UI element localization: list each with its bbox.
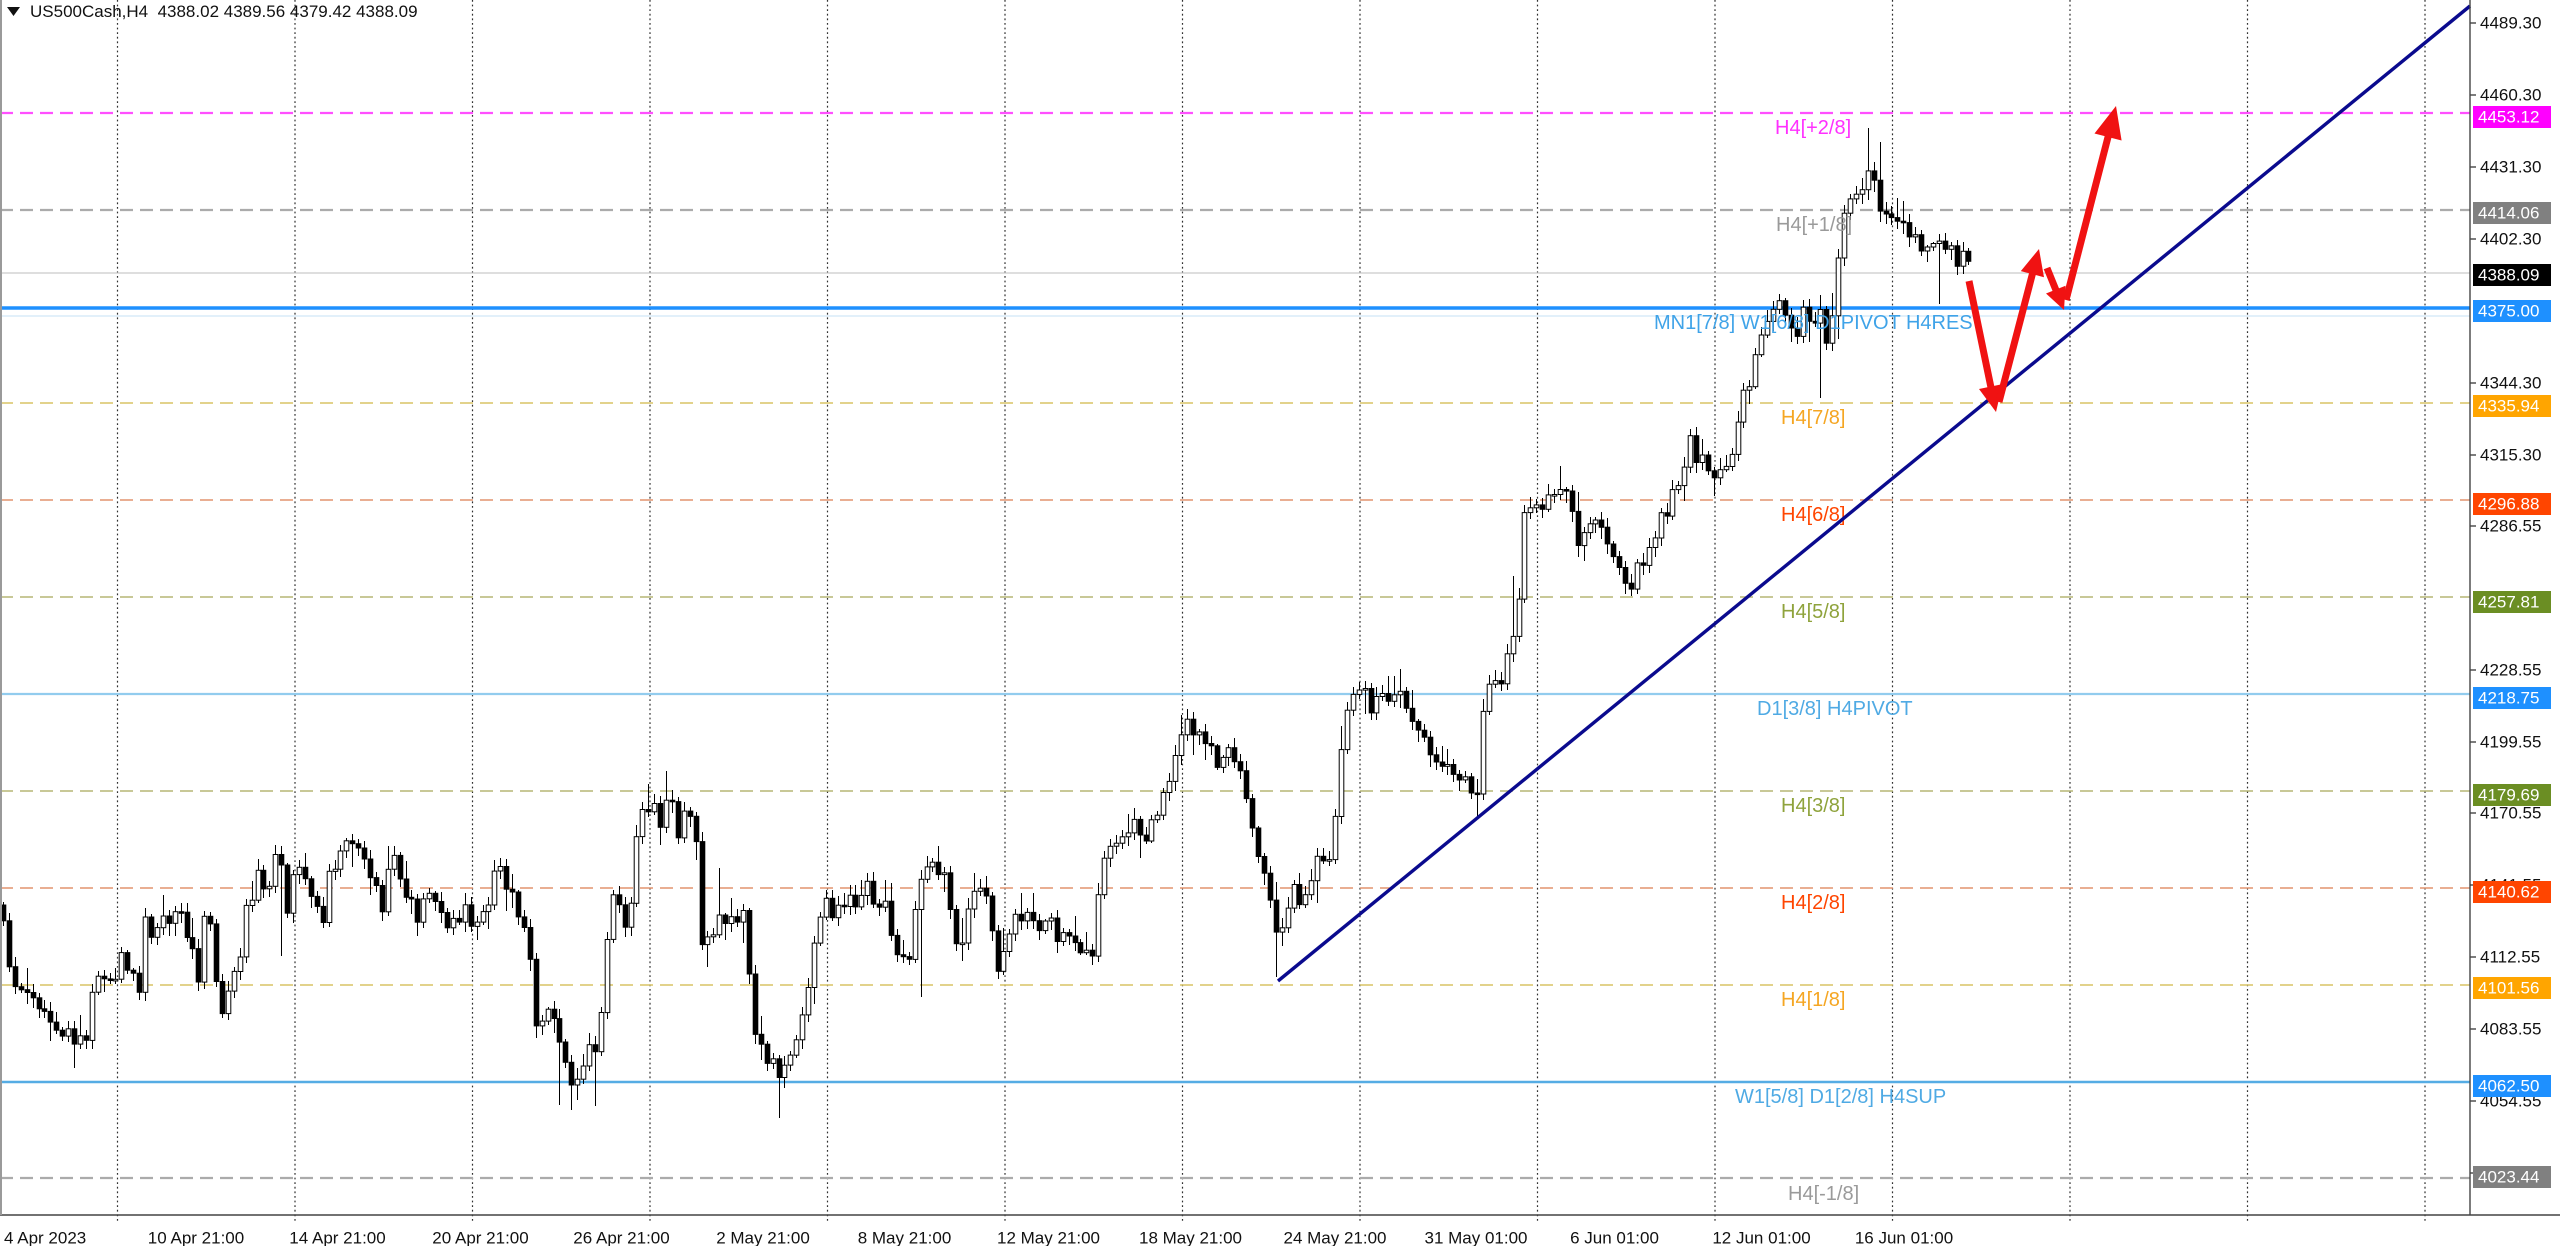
svg-text:H4[-1/8]: H4[-1/8] (1788, 1183, 1859, 1205)
svg-text:4112.55: 4112.55 (2480, 948, 2540, 967)
svg-text:H4[3/8]: H4[3/8] (1781, 795, 1845, 817)
svg-text:4402.30: 4402.30 (2480, 230, 2541, 249)
svg-text:MN1[7/8] W1[6/8] D1PIVOT H4RES: MN1[7/8] W1[6/8] D1PIVOT H4RES (1654, 312, 1973, 334)
svg-text:8 May 21:00: 8 May 21:00 (858, 1229, 952, 1246)
svg-text:4414.06: 4414.06 (2478, 204, 2539, 223)
svg-text:4388.09: 4388.09 (2478, 266, 2539, 285)
svg-text:12 May 21:00: 12 May 21:00 (997, 1229, 1100, 1246)
svg-text:W1[5/8] D1[2/8] H4SUP: W1[5/8] D1[2/8] H4SUP (1735, 1086, 1946, 1108)
svg-text:4228.55: 4228.55 (2480, 661, 2541, 680)
svg-text:H4[6/8]: H4[6/8] (1781, 504, 1845, 526)
svg-text:H4[+2/8]: H4[+2/8] (1775, 117, 1851, 139)
svg-text:4286.55: 4286.55 (2480, 517, 2541, 536)
svg-text:4431.30: 4431.30 (2480, 158, 2541, 177)
svg-text:4083.55: 4083.55 (2480, 1020, 2541, 1039)
svg-text:16 Jun 01:00: 16 Jun 01:00 (1855, 1229, 1953, 1246)
svg-text:US500Cash,H4 4388.02 4389.56: US500Cash,H4 4388.02 4389.56 4379.42 438… (30, 2, 418, 21)
svg-text:4199.55: 4199.55 (2480, 733, 2541, 752)
svg-text:4315.30: 4315.30 (2480, 446, 2541, 465)
svg-text:4179.69: 4179.69 (2478, 786, 2539, 805)
svg-text:4460.30: 4460.30 (2480, 86, 2541, 105)
svg-text:24 May 21:00: 24 May 21:00 (1283, 1229, 1386, 1246)
svg-text:4344.30: 4344.30 (2480, 374, 2541, 393)
svg-text:4023.44: 4023.44 (2478, 1168, 2539, 1187)
svg-text:4 Apr 2023: 4 Apr 2023 (4, 1229, 86, 1246)
svg-text:4140.62: 4140.62 (2478, 883, 2539, 902)
svg-text:4375.00: 4375.00 (2478, 302, 2539, 321)
svg-text:18 May 21:00: 18 May 21:00 (1139, 1229, 1242, 1246)
svg-text:14 Apr 21:00: 14 Apr 21:00 (289, 1229, 385, 1246)
svg-text:4170.55: 4170.55 (2480, 804, 2541, 823)
svg-text:4296.88: 4296.88 (2478, 495, 2539, 514)
svg-text:4062.50: 4062.50 (2478, 1077, 2539, 1096)
svg-text:H4[1/8]: H4[1/8] (1781, 989, 1845, 1011)
svg-text:4335.94: 4335.94 (2478, 397, 2539, 416)
svg-text:26 Apr 21:00: 26 Apr 21:00 (573, 1229, 669, 1246)
svg-text:H4[5/8]: H4[5/8] (1781, 601, 1845, 623)
svg-text:2 May 21:00: 2 May 21:00 (716, 1229, 810, 1246)
svg-text:12 Jun 01:00: 12 Jun 01:00 (1712, 1229, 1810, 1246)
svg-text:10 Apr 21:00: 10 Apr 21:00 (148, 1229, 244, 1246)
svg-text:20 Apr 21:00: 20 Apr 21:00 (432, 1229, 528, 1246)
svg-text:31 May 01:00: 31 May 01:00 (1424, 1229, 1527, 1246)
svg-text:H4[7/8]: H4[7/8] (1781, 407, 1845, 429)
svg-text:4101.56: 4101.56 (2478, 979, 2539, 998)
svg-text:6 Jun 01:00: 6 Jun 01:00 (1570, 1229, 1659, 1246)
svg-text:4489.30: 4489.30 (2480, 14, 2541, 33)
svg-text:H4[+1/8]: H4[+1/8] (1776, 214, 1852, 236)
svg-text:4453.12: 4453.12 (2478, 108, 2539, 127)
svg-text:H4[2/8]: H4[2/8] (1781, 892, 1845, 914)
svg-text:4218.75: 4218.75 (2478, 689, 2539, 708)
svg-text:D1[3/8] H4PIVOT: D1[3/8] H4PIVOT (1757, 698, 1913, 720)
svg-text:4257.81: 4257.81 (2478, 593, 2539, 612)
